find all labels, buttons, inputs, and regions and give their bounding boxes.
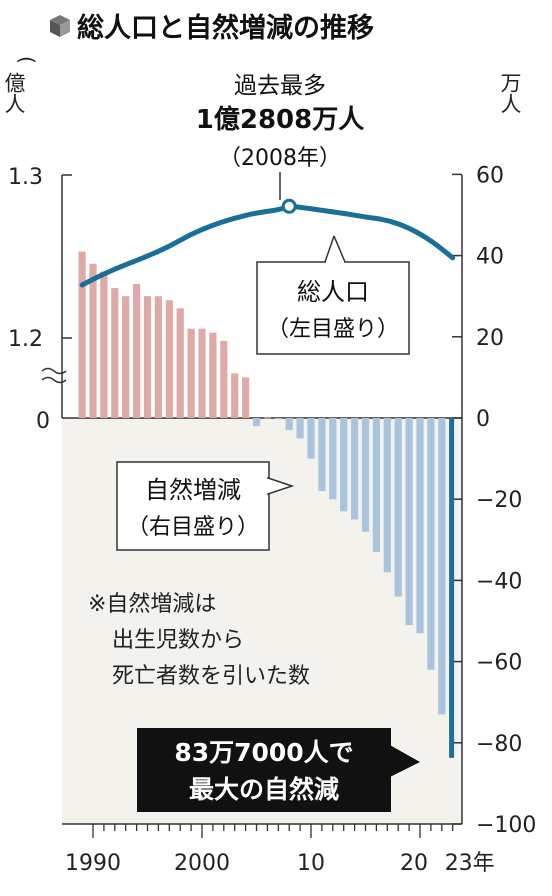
natural-change-bar (154, 296, 162, 418)
natural-change-bar (209, 332, 217, 418)
natural-change-bar (165, 300, 173, 418)
left-tick-label-0: 0 (36, 409, 50, 434)
natural-change-bar (78, 251, 86, 418)
natural-change-bar (372, 418, 380, 552)
natural-change-bar (296, 418, 304, 439)
x-tick-label: 1990 (65, 851, 121, 876)
right-axis-ticks: 60 40 20 0 −20 −40 −60 −80 −100 (452, 163, 536, 838)
natural-change-bars (78, 251, 455, 758)
natural-change-bar (231, 373, 239, 418)
right-axis-unit: 万人 (498, 72, 522, 114)
right-tick-label: 40 (476, 245, 504, 270)
natural-change-bar (133, 284, 141, 418)
left-axis-unit: 億人 (2, 72, 26, 114)
natural-change-bar (122, 296, 130, 418)
natural-change-bar (263, 417, 271, 419)
natural-label-line1: 自然増減 (145, 476, 241, 504)
natural-change-bar (89, 263, 97, 418)
left-unit-paren-top: ( (15, 56, 39, 64)
natural-change-bar (438, 418, 446, 715)
natural-change-bar (111, 288, 119, 418)
natural-change-bar (242, 377, 250, 418)
population-label-box: 総人口 （左目盛り） (256, 235, 410, 355)
natural-change-bar (394, 418, 402, 597)
natural-change-bar (187, 328, 195, 418)
right-tick-label: −60 (476, 651, 522, 676)
natural-change-label-box: 自然増減 （右目盛り） (116, 461, 295, 551)
peak-label-line3: （2008年） (219, 146, 341, 171)
peak-marker (281, 198, 297, 214)
right-tick-label: 60 (476, 163, 504, 188)
title-cube-icon (50, 15, 70, 37)
chart-title: 総人口と自然増減の推移 (77, 12, 374, 44)
peak-label-line1: 過去最多 (234, 73, 326, 99)
note-line2: 出生児数から (112, 628, 244, 653)
max-decrease-callout: 83万7000人で 最大の自然減 (137, 728, 420, 812)
x-tick-label: 10 (297, 851, 325, 876)
natural-label-line2: （右目盛り） (127, 515, 259, 540)
natural-change-bar (340, 418, 348, 512)
natural-change-bar (176, 308, 184, 418)
right-tick-label: −80 (476, 732, 522, 757)
population-line (79, 204, 456, 288)
natural-change-bar (416, 418, 424, 634)
note-line3: 死亡者数を引いた数 (112, 664, 310, 689)
natural-change-bar (220, 340, 228, 418)
natural-change-bar (405, 418, 413, 626)
x-axis-ticks: 1990 2000 10 20 23年 (65, 824, 495, 876)
natural-change-bar (252, 418, 261, 427)
left-tick-label-1.2: 1.2 (8, 327, 43, 352)
natural-change-bar (318, 418, 326, 492)
callout-line1: 83万7000人で (174, 738, 353, 767)
natural-change-bar (383, 418, 391, 573)
natural-change-bar (285, 418, 293, 431)
natural-change-bar (329, 418, 337, 500)
peak-label-line2: 1億2808万人 (196, 105, 364, 135)
right-tick-label: 0 (476, 407, 490, 432)
right-tick-label: −20 (476, 488, 522, 513)
natural-change-bar (143, 296, 152, 418)
note-line1: ※自然増減は (88, 592, 216, 617)
natural-change-bar (361, 418, 370, 532)
right-tick-label: 20 (476, 326, 504, 351)
natural-change-bar (449, 418, 455, 758)
x-tick-label: 2000 (174, 851, 230, 876)
x-tick-label: 20 (400, 851, 428, 876)
callout-line2: 最大の自然減 (189, 775, 339, 804)
left-tick-label-1.3: 1.3 (8, 165, 43, 190)
axis-break-icon (41, 367, 67, 384)
natural-change-bar (307, 418, 315, 459)
natural-change-bar (427, 418, 435, 670)
natural-change-bar (198, 328, 206, 418)
population-label-line2: （左目盛り） (267, 317, 399, 342)
x-tick-label: 23年 (445, 851, 495, 876)
natural-change-bar (100, 271, 108, 418)
right-tick-label: −40 (476, 569, 522, 594)
natural-change-bar (351, 418, 359, 520)
population-label-line1: 総人口 (297, 278, 369, 306)
natural-change-bar (274, 418, 282, 419)
right-tick-label: −100 (476, 813, 536, 838)
